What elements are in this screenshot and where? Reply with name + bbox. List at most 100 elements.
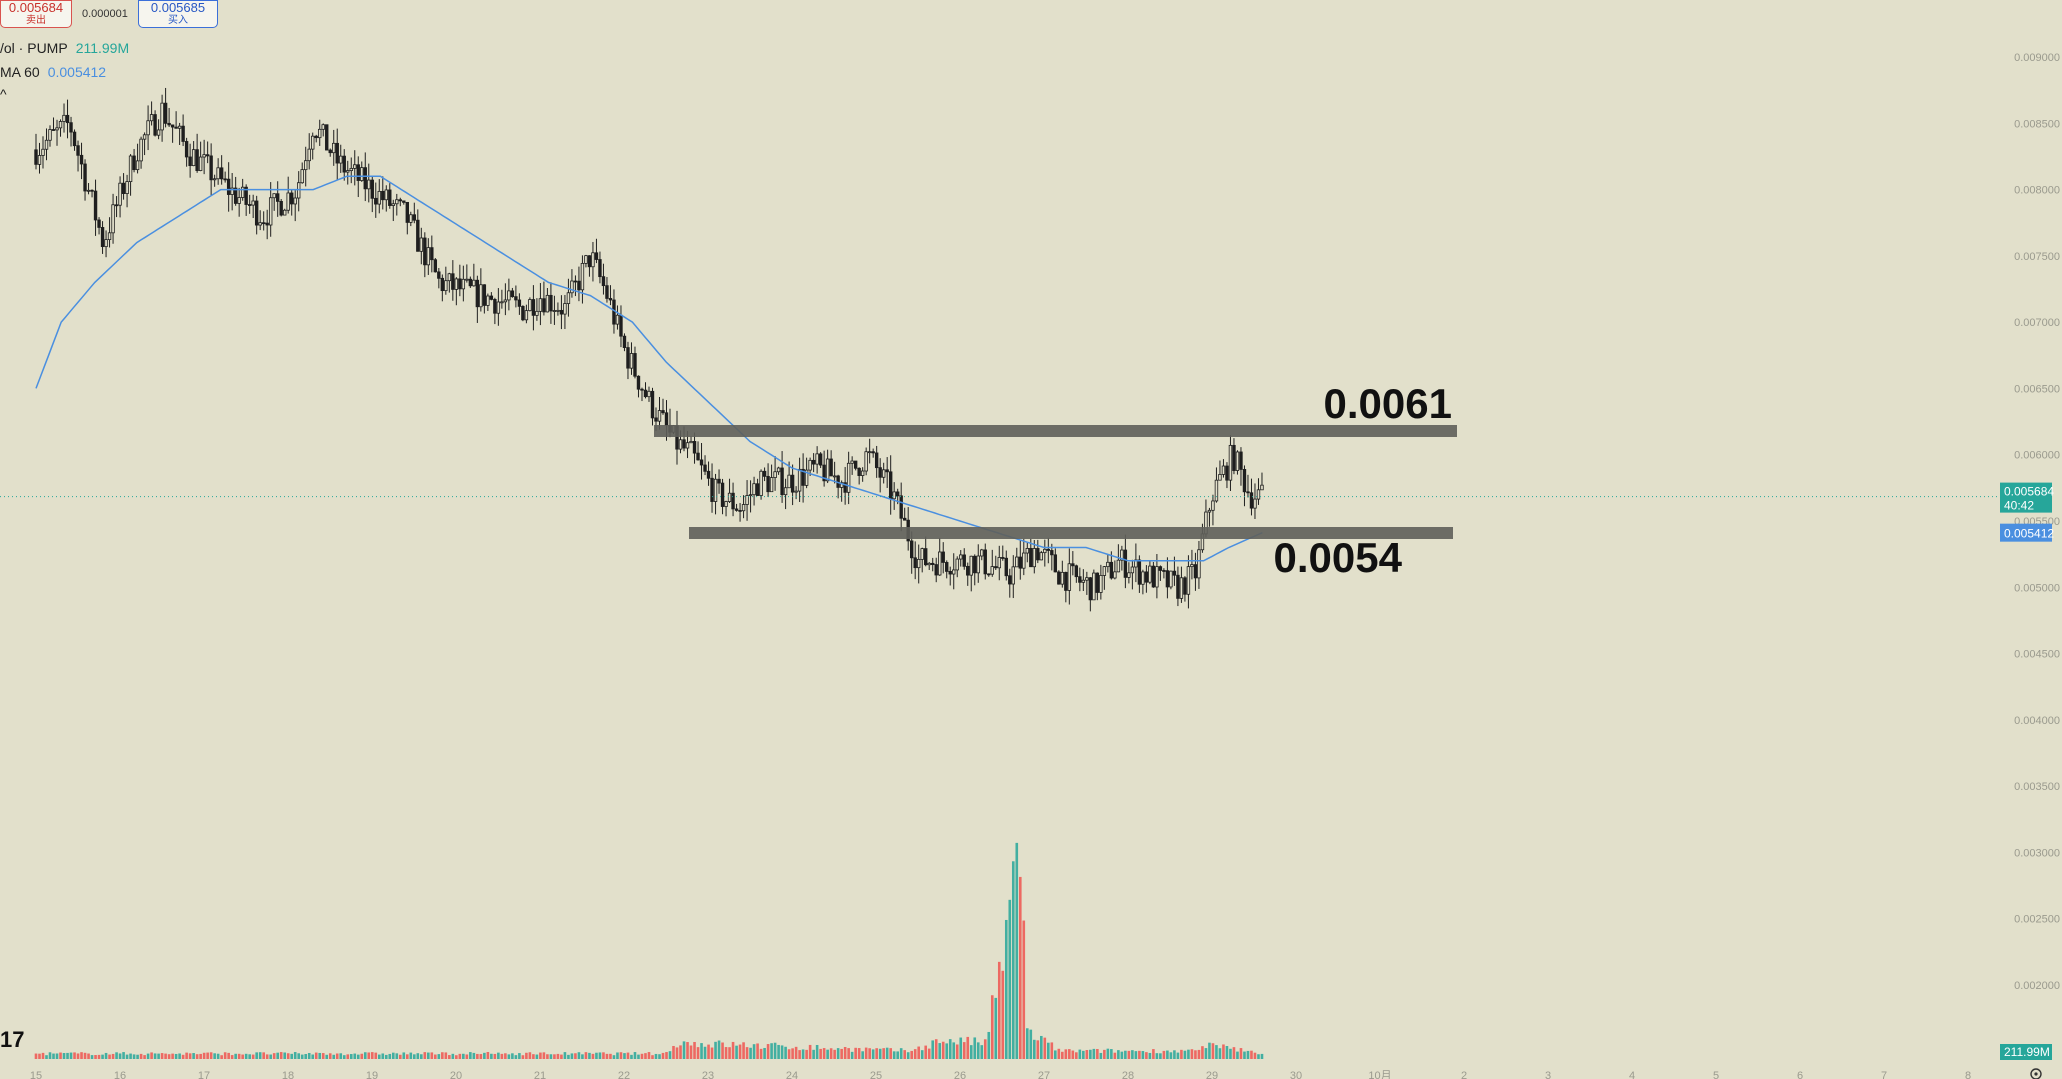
candle-body: [121, 182, 126, 194]
volume-bar: [342, 1055, 346, 1059]
volume-bar: [829, 1048, 833, 1059]
volume-bar: [1211, 1043, 1215, 1059]
candle-body: [254, 200, 259, 226]
axis-settings-icon[interactable]: [2030, 1068, 2042, 1079]
price-tick-label: 0.008000: [2014, 185, 2060, 197]
candle-body: [1015, 556, 1019, 568]
sell-button[interactable]: 0.005684 卖出: [0, 0, 72, 28]
candle-body: [1025, 548, 1029, 554]
volume-bar: [318, 1052, 322, 1059]
volume-bar: [966, 1036, 970, 1059]
candle-body: [727, 492, 732, 502]
volume-bar: [241, 1054, 244, 1059]
candle-body: [1221, 465, 1226, 475]
volume-bar: [157, 1053, 160, 1059]
sell-label: 卖出: [26, 15, 46, 26]
volume-bar: [185, 1052, 188, 1059]
volume-bar: [1173, 1050, 1176, 1059]
candle-body: [100, 227, 105, 248]
collapse-legend-icon[interactable]: ^: [0, 86, 7, 102]
ma-legend[interactable]: MA 60 0.005412: [0, 64, 106, 80]
volume-bar: [1025, 1028, 1029, 1059]
volume-bar: [118, 1053, 122, 1059]
candle-body: [275, 193, 280, 202]
volume-bar: [146, 1053, 150, 1059]
volume-bar: [1050, 1042, 1054, 1059]
volume-bar: [945, 1043, 949, 1059]
candle-body: [128, 155, 133, 183]
candle-body: [149, 114, 154, 122]
candle-body: [783, 487, 788, 496]
candle-body: [825, 458, 830, 482]
volume-bar: [497, 1052, 500, 1059]
volume-bar: [724, 1047, 728, 1059]
volume-bar: [251, 1054, 255, 1059]
volume-bar: [286, 1053, 290, 1059]
level-band: [654, 425, 1457, 437]
volume-bar: [763, 1047, 766, 1059]
candle-body: [689, 441, 693, 444]
candle-body: [832, 475, 837, 478]
candle-body: [41, 148, 45, 156]
volume-bar: [402, 1052, 406, 1059]
volume-legend[interactable]: /ol · PUMP 211.99M: [0, 40, 129, 56]
candle-body: [931, 562, 935, 565]
volume-bar: [136, 1054, 139, 1059]
volume-bar: [1222, 1044, 1225, 1059]
volume-bar: [927, 1048, 931, 1059]
volume-bar: [363, 1052, 367, 1059]
candle-body: [451, 273, 455, 290]
candle-body: [90, 189, 94, 192]
volume-bar: [297, 1053, 301, 1059]
date-axis[interactable]: 15 16 17 18 19 20 21 22 23 24 25 26 27 28 29 30 10月 2 3 4 5 6…: [30, 1070, 1971, 1079]
candle-body: [1018, 556, 1022, 569]
candle-body: [1050, 550, 1054, 556]
candle-body: [994, 566, 998, 569]
candle-body: [696, 452, 700, 461]
volume-bar: [1099, 1052, 1103, 1059]
volume-bar: [525, 1052, 528, 1059]
candle-body: [542, 298, 546, 313]
candle-body: [1155, 566, 1159, 588]
candle-body: [864, 451, 868, 472]
price-axis[interactable]: 0.009000 0.008500 0.008000 0.007500 0.007000…: [2014, 52, 2060, 992]
candle-body: [184, 141, 189, 158]
volume-bar: [931, 1040, 935, 1059]
candle-body: [706, 470, 711, 479]
volume-bar: [903, 1050, 906, 1059]
candle-body: [349, 167, 353, 171]
candle-body: [1113, 571, 1117, 579]
candle-body: [388, 189, 392, 206]
volume-bar: [335, 1053, 339, 1059]
volume-bar: [304, 1054, 308, 1059]
price-tick-label: 0.002500: [2014, 914, 2060, 926]
volume-bar: [1225, 1046, 1229, 1059]
buy-button[interactable]: 0.005685 买入: [138, 0, 218, 28]
volume-bar: [444, 1052, 448, 1059]
candle-body: [261, 222, 266, 225]
volume-bar: [384, 1054, 388, 1059]
volume-bar: [367, 1052, 371, 1059]
candle-body: [878, 467, 882, 478]
volume-bar: [805, 1049, 808, 1059]
volume-bar: [150, 1052, 153, 1059]
candle-body: [808, 459, 812, 471]
volume-bar: [889, 1048, 892, 1059]
candle-body: [633, 353, 637, 377]
volume-bar: [174, 1053, 178, 1059]
candle-body: [780, 467, 784, 496]
volume-bar: [1141, 1051, 1145, 1059]
price-tick-label: 0.003500: [2014, 781, 2060, 793]
candle-body: [801, 468, 805, 486]
candle-body: [605, 285, 609, 299]
candle-body: [983, 549, 987, 575]
volume-bar: [665, 1052, 668, 1059]
date-tick-label: 30: [1290, 1070, 1302, 1079]
candle-body: [528, 299, 532, 312]
level-label: 0.0061: [1324, 380, 1452, 427]
volume-bar: [682, 1041, 686, 1059]
candle-body: [1039, 552, 1044, 561]
candle-body: [412, 214, 417, 221]
volume-bar: [1134, 1051, 1138, 1059]
